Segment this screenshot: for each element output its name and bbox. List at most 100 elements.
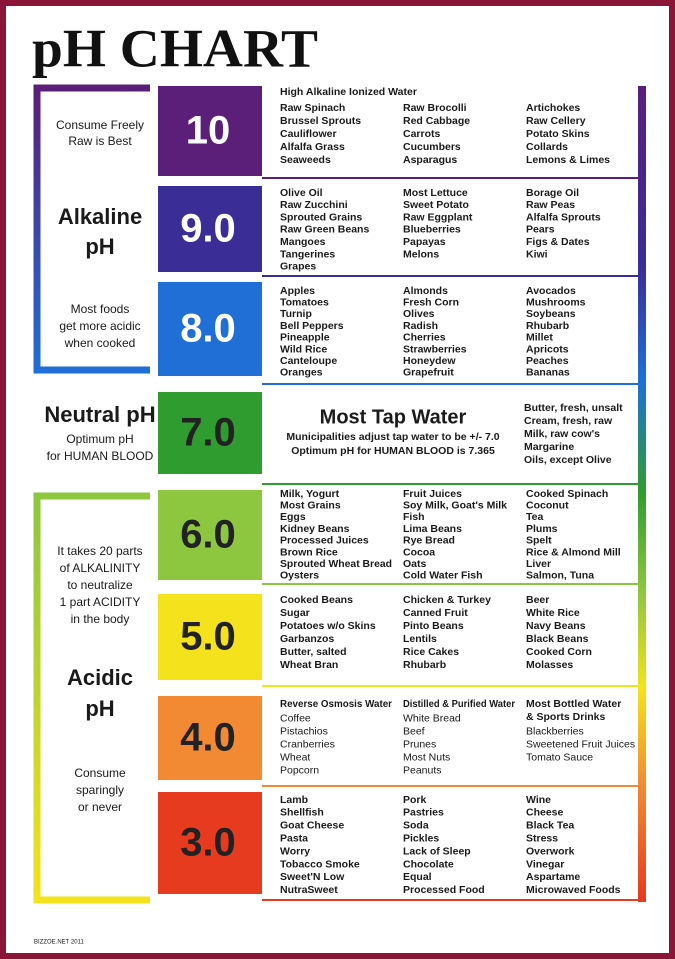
column-header: Reverse Osmosis Water [280, 698, 392, 710]
side-note-line: Neutral pH [44, 402, 155, 427]
food-item: Cocoa [403, 546, 435, 558]
food-item: Pears [526, 224, 555, 236]
food-item: Olive Oil [280, 187, 323, 199]
food-item: Prunes [403, 739, 436, 751]
level-heading: Most Tap Water [320, 406, 467, 428]
food-item: Sprouted Wheat Bread [280, 558, 392, 570]
food-item: Wheat [280, 752, 310, 764]
food-item: Raw Green Beans [280, 224, 369, 236]
food-item: Millet [526, 332, 553, 344]
food-item: Tea [526, 511, 543, 523]
food-item: Oysters [280, 570, 319, 582]
food-item: Most Nuts [403, 752, 450, 764]
food-item: Lemons & Limes [526, 154, 610, 166]
side-note-line: pH [85, 696, 114, 721]
food-item: Potatoes w/o Skins [280, 620, 376, 632]
side-note-line: Most foods [71, 302, 130, 316]
food-item: Rice & Almond Mill [526, 546, 621, 558]
food-item: Peanuts [403, 765, 442, 777]
ph-box [158, 594, 262, 680]
side-note-line: when cooked [64, 336, 136, 350]
ph-value: 7.0 [180, 411, 236, 455]
food-item: Pastries [403, 807, 444, 819]
food-item: Kiwi [526, 248, 548, 260]
food-item: Rhubarb [526, 320, 569, 332]
food-item: Mushrooms [526, 296, 586, 308]
ph-value: 6.0 [180, 513, 236, 557]
column-header: Most Bottled Water [526, 698, 621, 710]
level-note: Municipalities adjust tap water to be +/… [286, 431, 499, 443]
food-item: Soy Milk, Goat's Milk [403, 499, 507, 511]
food-item: Butter, salted [280, 646, 347, 658]
food-item: Cranberries [280, 739, 335, 751]
food-item: Pork [403, 794, 427, 806]
food-item: Lentils [403, 633, 437, 645]
food-item: Vinegar [526, 858, 564, 870]
food-item: Brown Rice [280, 546, 338, 558]
food-item: Overwork [526, 845, 575, 857]
food-item: Wheat Bran [280, 659, 338, 671]
food-item: Blackberries [526, 726, 584, 738]
food-item: Black Beans [526, 633, 589, 645]
food-item: Rhubarb [403, 659, 446, 671]
food-item: Lima Beans [403, 523, 462, 535]
food-item: Fish [403, 511, 425, 523]
food-item: Fruit Juices [403, 488, 462, 500]
column-header: Distilled & Purified Water [403, 698, 515, 710]
food-item: Apricots [526, 343, 569, 355]
food-item: Avocados [526, 285, 576, 297]
food-item: Apples [280, 285, 315, 297]
side-note-line: 1 part ACIDITY [60, 595, 141, 609]
food-item: Rye Bread [403, 535, 455, 547]
food-item: Cold Water Fish [403, 570, 483, 582]
food-item: Cucumbers [403, 141, 461, 153]
food-item: Beer [526, 594, 549, 606]
food-item: Olives [403, 308, 435, 320]
ph-box [158, 186, 262, 272]
alkaline-bracket [33, 84, 150, 374]
ph-box [158, 696, 262, 780]
food-item: Processed Juices [280, 535, 369, 547]
food-item: Raw Eggplant [403, 211, 473, 223]
food-item: Raw Peas [526, 199, 575, 211]
side-note-line: pH [85, 234, 114, 259]
food-item: NutraSweet [280, 884, 338, 896]
food-item: Butter, fresh, unsalt [524, 402, 623, 414]
food-item: Salmon, Tuna [526, 570, 594, 582]
food-item: Cream, fresh, raw [524, 415, 613, 427]
food-item: Raw Cellery [526, 115, 586, 127]
side-note-line: for HUMAN BLOOD [47, 449, 154, 463]
side-note-line: to neutralize [67, 578, 133, 592]
food-item: Spelt [526, 535, 552, 547]
food-item: Tangerines [280, 248, 335, 260]
food-item: Papayas [403, 236, 446, 248]
side-note-line: Optimum pH [66, 432, 133, 446]
food-item: Strawberries [403, 343, 467, 355]
food-item: Wild Rice [280, 343, 327, 355]
food-item: Raw Zucchini [280, 199, 348, 211]
food-item: Fresh Corn [403, 296, 459, 308]
ph-box [158, 86, 262, 176]
food-item: Soda [403, 820, 429, 832]
food-item: Margarine [524, 441, 574, 453]
food-item: Pasta [280, 832, 308, 844]
food-item: Raw Spinach [280, 102, 345, 114]
food-item: Processed Food [403, 884, 485, 896]
food-item: Beef [403, 726, 425, 738]
ph-box [158, 392, 262, 474]
food-item: Raw Brocolli [403, 102, 467, 114]
food-item: Tomatoes [280, 296, 329, 308]
food-item: Pinto Beans [403, 620, 464, 632]
food-item: Canteloupe [280, 355, 337, 367]
food-item: Tomato Sauce [526, 752, 593, 764]
food-item: Most Grains [280, 499, 341, 511]
column-header: & Sports Drinks [526, 711, 606, 723]
ph-value: 8.0 [180, 307, 236, 351]
food-item: Cauliflower [280, 128, 337, 140]
food-item: Cooked Beans [280, 594, 353, 606]
ph-value: 3.0 [180, 821, 236, 865]
food-item: Popcorn [280, 765, 319, 777]
food-item: Pineapple [280, 332, 330, 344]
food-item: Lamb [280, 794, 308, 806]
